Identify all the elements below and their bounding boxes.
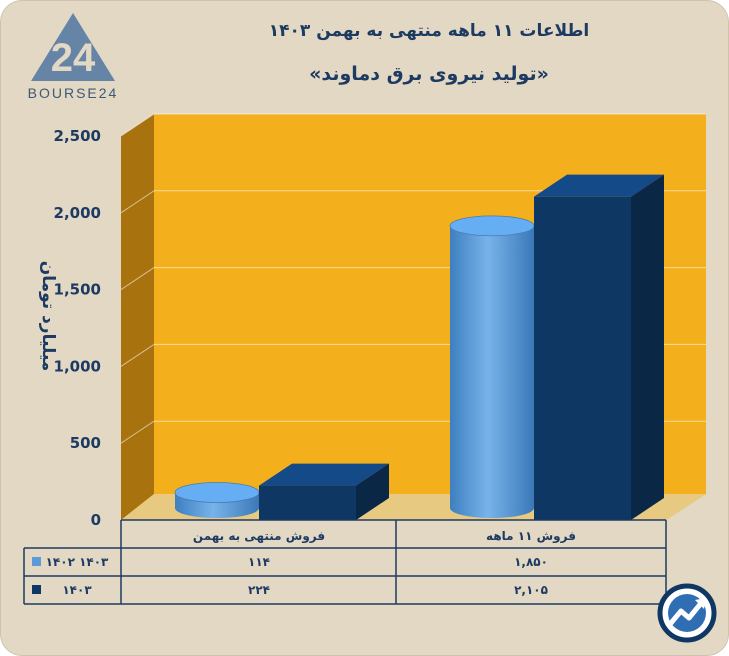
chart-title: اطلاعات ۱۱ ماهه منتهی به بهمن ۱۴۰۳ (269, 21, 589, 41)
plot-side-wall (121, 114, 154, 520)
gridline-side (120, 267, 155, 291)
gridline-side (120, 190, 155, 214)
data-table: فروش منتهی به بهمن فروش ۱۱ ماهه ۱۴۰۲ ۱۴۰… (23, 519, 667, 605)
y-axis-label: میلیارد تومان (38, 261, 58, 372)
y-tick-label: 1,500 (54, 281, 101, 299)
bar-1402-cylinder-top (449, 215, 535, 237)
chart-subtitle: «تولید نیروی برق دماوند» (309, 63, 549, 85)
y-tick-label: 2,000 (54, 204, 101, 222)
bar-1403-side (631, 174, 664, 520)
bars (174, 174, 664, 520)
data-label-1402-monthly: ۱۱۴ (248, 555, 270, 569)
legend-swatch-1403 (32, 585, 41, 594)
y-axis-ticks: 0 500 1,000 1,500 2,000 2,500 (54, 127, 101, 529)
logo-text: BOURSE24 (28, 85, 119, 101)
legend-swatch-1402 (32, 557, 41, 566)
logo-triangle (31, 13, 115, 81)
gridline-side (120, 343, 155, 367)
logo-mark: 24 (51, 36, 96, 80)
gridline-side (120, 113, 155, 137)
data-label-1402-11-month: ۱,۸۵۰ (514, 555, 548, 569)
bourse24-logo: 24 BOURSE24 (28, 13, 119, 101)
bar-1403-front (534, 196, 631, 520)
gridline-side (120, 420, 155, 444)
category-label-11-month: فروش ۱۱ ماهه (486, 529, 576, 544)
bar-1403-top (534, 174, 664, 197)
legend-label-1402: ۱۴۰۲ ۱۴۰۳ (46, 555, 109, 569)
y-tick-label: 2,500 (54, 127, 101, 145)
y-tick-label: 0 (91, 511, 101, 529)
bar-1402-cylinder-body (450, 225, 534, 518)
bar-1403-side (356, 463, 389, 520)
legend-label-1403: ۱۴۰۳ (62, 583, 92, 597)
data-label-1403-monthly: ۲۲۴ (248, 583, 270, 597)
bar-1403-front (259, 485, 356, 520)
bar-1403-top (259, 463, 389, 486)
trend-arrow-circle-icon (657, 583, 717, 643)
bar-1402-cylinder-top (174, 482, 260, 503)
data-label-1403-11-month: ۲,۱۰۵ (514, 583, 548, 597)
y-tick-label: 1,000 (54, 357, 101, 375)
y-tick-label: 500 (70, 434, 101, 452)
category-label-monthly: فروش منتهی به بهمن (193, 529, 325, 544)
